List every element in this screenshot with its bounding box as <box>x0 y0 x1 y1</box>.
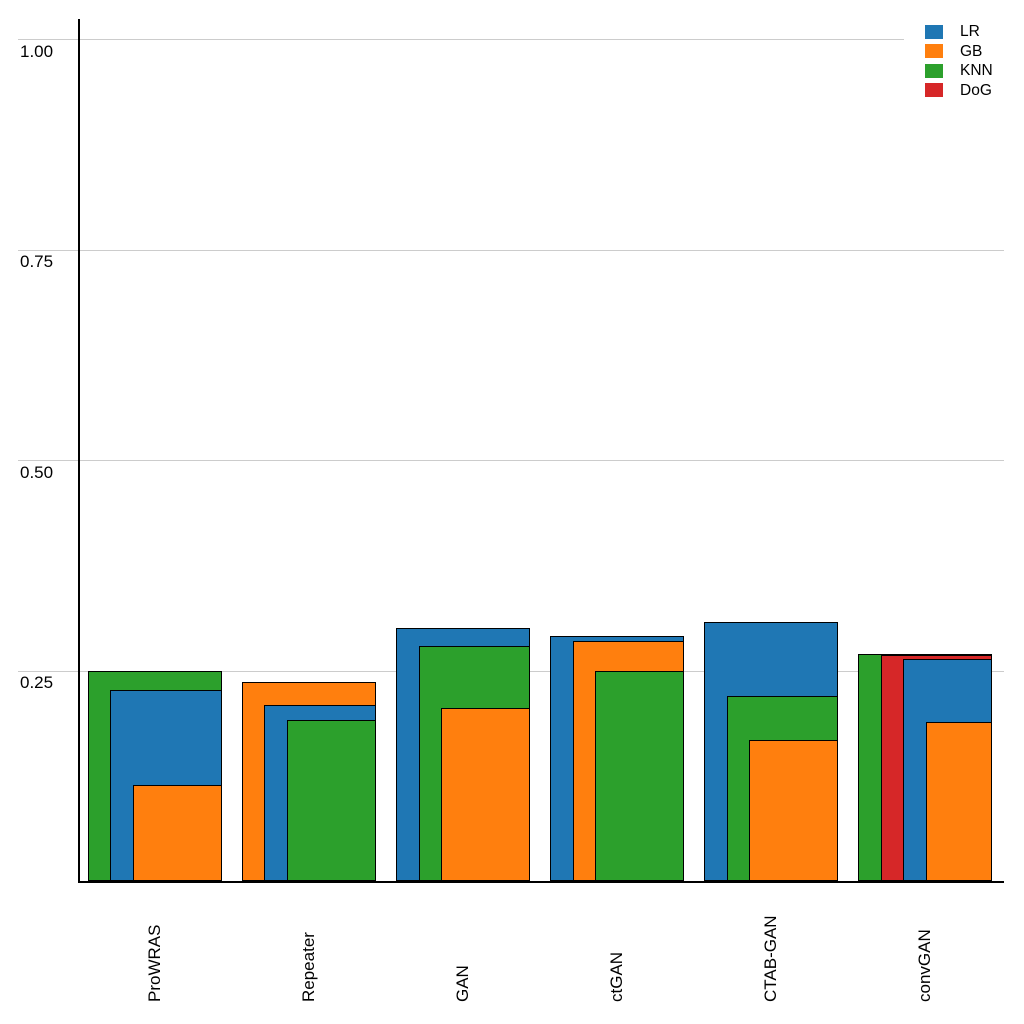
y-axis-line <box>78 19 80 881</box>
x-tick-label-ctab-gan: CTAB-GAN <box>761 915 781 1002</box>
bar-knn-repeater <box>286 720 377 881</box>
legend-swatch <box>925 63 943 78</box>
legend-label: GB <box>960 42 983 60</box>
legend-label: DoG <box>960 81 992 99</box>
x-tick-label-repeater: Repeater <box>299 932 319 1002</box>
legend-item-gb: GB <box>925 42 1016 60</box>
y-tick-label: 0.75 <box>20 252 54 271</box>
gridline <box>18 249 1004 251</box>
x-axis-line <box>78 881 1004 883</box>
x-tick-label-ctgan: ctGAN <box>607 951 627 1002</box>
legend-item-knn: KNN <box>925 63 1016 78</box>
x-tick-label-convgan: convGAN <box>915 929 935 1002</box>
x-tick-label-gan: GAN <box>453 965 473 1002</box>
legend: LR GB KNN DoG <box>904 14 1016 104</box>
bar-gb-gan <box>440 707 531 881</box>
legend-label: KNN <box>960 62 993 79</box>
legend-swatch <box>925 44 943 58</box>
legend-label: LR <box>960 23 980 40</box>
legend-item-lr: LR <box>925 24 1016 39</box>
x-tick-label-prowras: ProWRAS <box>145 924 164 1002</box>
bar-knn-ctgan <box>594 670 685 881</box>
legend-swatch <box>925 83 943 97</box>
legend-swatch <box>925 24 943 39</box>
gridline <box>18 39 1004 40</box>
bar-gb-ctab-gan <box>749 740 839 881</box>
y-tick-label: 0.25 <box>20 673 54 692</box>
bar-gb-prowras <box>132 785 222 881</box>
bar-gb-convgan <box>925 721 993 881</box>
legend-item-dog: DoG <box>925 81 1016 99</box>
y-tick-label: 0.50 <box>20 462 54 482</box>
gridline <box>18 460 1004 461</box>
y-tick-label: 1.00 <box>20 41 54 61</box>
